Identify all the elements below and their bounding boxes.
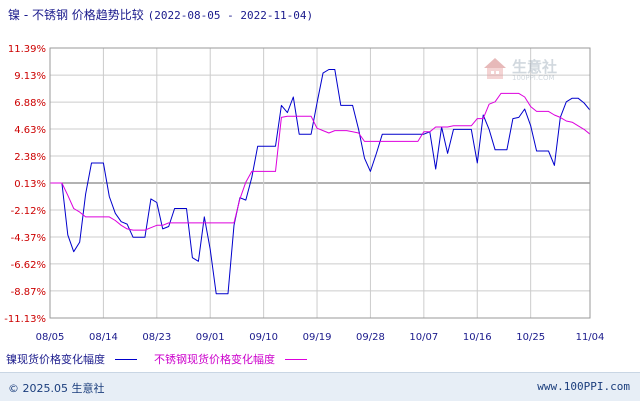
y-tick-label: 9.13%	[14, 71, 46, 82]
y-tick-label: 0.13%	[14, 179, 46, 190]
x-tick-label: 09/28	[356, 332, 385, 343]
plot-frame	[49, 47, 591, 319]
x-tick-label: 08/05	[36, 332, 65, 343]
watermark-logo-icon	[484, 58, 506, 79]
watermark-subtext: 100PPI.COM	[512, 74, 555, 82]
x-tick-label: 08/14	[89, 332, 118, 343]
x-tick-labels: 08/05 08/14 08/23 09/01 09/10 09/19 09/28 10/07…	[36, 332, 605, 343]
y-tick-label: -6.62%	[11, 260, 46, 271]
legend-series2-label: 不锈钢现货价格变化幅度	[154, 353, 275, 366]
y-tick-label: 11.39%	[8, 44, 46, 55]
footer-site-link[interactable]: www.100PPI.com	[537, 380, 630, 393]
y-tick-label: -11.13%	[4, 314, 46, 325]
x-tick-label: 08/23	[142, 332, 171, 343]
chart-title: 镍 - 不锈钢 价格趋势比较 (2022-08-05 - 2022-11-04)	[8, 6, 313, 23]
legend-series1-swatch	[114, 358, 137, 360]
x-tick-label: 10/16	[463, 332, 492, 343]
y-tick-label: -8.87%	[11, 287, 46, 298]
x-tick-label: 09/19	[303, 332, 332, 343]
x-tick-label: 09/01	[196, 332, 225, 343]
line-chart: 11.39% 9.13% 6.88% 4.63% 2.38% 0.13% -2.12% -4.…	[4, 44, 605, 343]
series-layer	[50, 69, 591, 295]
series-line-nickel	[50, 69, 591, 295]
chart-title-text: 镍 - 不锈钢 价格趋势比较	[8, 8, 144, 22]
footer-copyright: © 2025.05 生意社	[8, 382, 105, 395]
footer-bar: © 2025.05 生意社 www.100PPI.com	[0, 372, 640, 401]
y-tick-label: -2.12%	[11, 206, 46, 217]
y-tick-label: 4.63%	[14, 125, 46, 136]
legend-series1-label: 镍现货价格变化幅度	[6, 353, 105, 366]
chart-title-range: (2022-08-05 - 2022-11-04)	[147, 9, 314, 22]
x-tick-label: 11/04	[576, 332, 605, 343]
y-tick-labels: 11.39% 9.13% 6.88% 4.63% 2.38% 0.13% -2.12% -4.…	[4, 44, 46, 325]
legend: 镍现货价格变化幅度 不锈钢现货价格变化幅度	[6, 351, 321, 367]
series-line-stainless-steel	[50, 92, 591, 231]
legend-series2-swatch	[284, 358, 307, 360]
watermark: 生意社 100PPI.COM	[482, 56, 557, 86]
x-tick-label: 10/25	[516, 332, 545, 343]
y-tick-label: 6.88%	[14, 98, 46, 109]
x-tick-label: 09/10	[249, 332, 278, 343]
y-tick-label: 2.38%	[14, 152, 46, 163]
x-tick-label: 10/07	[409, 332, 438, 343]
y-tick-label: -4.37%	[11, 233, 46, 244]
watermark-text: 生意社	[512, 58, 558, 76]
